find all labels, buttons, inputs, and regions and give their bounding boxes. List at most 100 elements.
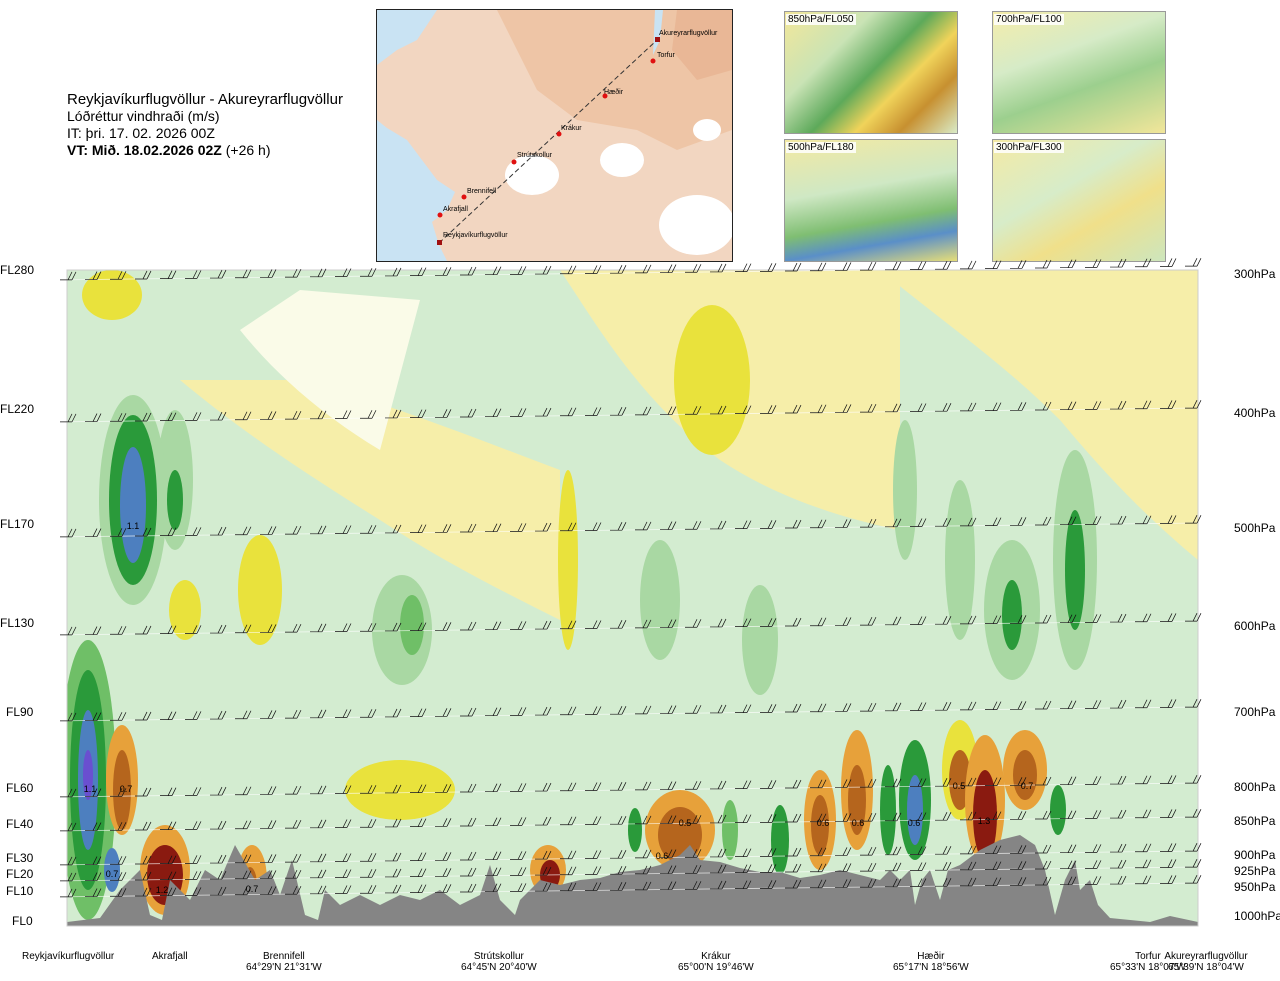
- wind-barb: [360, 853, 377, 862]
- wind-barb: [660, 619, 677, 628]
- wind-barb: [785, 262, 802, 272]
- wind-barb: [860, 846, 877, 856]
- wind-barb: [685, 619, 702, 628]
- x-location-name: Brennifell: [263, 951, 305, 962]
- wind-barb: [1035, 776, 1052, 786]
- wind-barb: [985, 811, 1002, 820]
- wind-barb: [460, 817, 477, 827]
- wind-barb: [1010, 260, 1027, 269]
- wind-barb: [860, 518, 877, 528]
- wind-barb: [1035, 401, 1052, 411]
- wind-barb: [685, 881, 702, 890]
- x-location-coord: 65°17'N 18°56'W: [893, 962, 969, 973]
- wind-barb: [585, 816, 602, 825]
- wind-barb: [1035, 614, 1052, 624]
- wind-barb: [735, 864, 752, 873]
- value-label: 0.6: [656, 851, 669, 861]
- wind-barb: [635, 619, 652, 629]
- wind-barb: [285, 709, 302, 719]
- chart-title: Reykjavíkurflugvöllur - Akureyrarflugvöl…: [67, 91, 343, 108]
- wind-barb: [285, 623, 302, 633]
- mini-panel-700-label: 700hPa/FL100: [994, 14, 1064, 25]
- wind-barb: [1010, 811, 1027, 820]
- value-label: 0.5: [679, 818, 692, 828]
- wind-barb: [1160, 400, 1177, 409]
- wind-barb: [235, 526, 252, 536]
- wind-barb: [1010, 402, 1027, 411]
- wind-barb: [1160, 515, 1177, 524]
- wind-barb: [1135, 699, 1152, 709]
- wind-barb: [410, 784, 427, 793]
- value-label: 0.7: [1021, 781, 1034, 791]
- wind-barb: [960, 811, 977, 821]
- wind-barb: [710, 618, 727, 628]
- wind-barb: [60, 888, 77, 898]
- map-waypoint-torfur: Torfur: [657, 52, 675, 59]
- wind-barb: [760, 848, 777, 857]
- wind-barb: [785, 404, 802, 414]
- wind-barb: [485, 851, 502, 861]
- wind-barb: [235, 886, 252, 896]
- wind-barb: [610, 882, 627, 891]
- wind-barb: [710, 405, 727, 415]
- value-label: 0.5: [953, 781, 966, 791]
- wind-barb: [635, 881, 652, 891]
- wind-barb: [185, 527, 202, 536]
- route-map-markers: [437, 37, 660, 245]
- wind-barb: [210, 854, 227, 864]
- wind-barb: [1160, 775, 1177, 784]
- y-label-left: FL220: [0, 402, 35, 416]
- wind-barb: [560, 850, 577, 860]
- wind-barb: [935, 778, 952, 787]
- wind-barb: [960, 701, 977, 711]
- y-label-right: 850hPa: [1234, 814, 1276, 828]
- wind-barb: [535, 782, 552, 792]
- wind-barb: [1135, 809, 1152, 819]
- wind-barb: [1035, 844, 1052, 854]
- wind-barb: [1135, 875, 1152, 885]
- wind-barb: [635, 406, 652, 416]
- wind-barb: [335, 869, 352, 878]
- wind-barb: [535, 850, 552, 860]
- wind-barb: [685, 406, 702, 415]
- wind-barb: [560, 816, 577, 826]
- wind-barb: [210, 269, 227, 279]
- wind-barb: [985, 845, 1002, 854]
- wind-barb: [860, 261, 877, 271]
- mini-panel-850-label: 850hPa/FL050: [786, 14, 856, 25]
- wind-barb: [335, 853, 352, 862]
- wind-barb: [460, 851, 477, 861]
- wind-barb: [760, 618, 777, 627]
- x-location-coord: 65°33'N 18°07'W: [1110, 962, 1186, 973]
- value-label: 1.2: [156, 885, 169, 895]
- map-waypoint-krakur: Krákur: [561, 125, 582, 132]
- map-waypoint-strutskollur: Strútskollur: [517, 152, 553, 159]
- wind-barb: [110, 856, 127, 865]
- wind-barb: [1135, 859, 1152, 869]
- wind-barb: [435, 622, 452, 631]
- wind-barb: [260, 411, 277, 420]
- wind-barb: [785, 813, 802, 823]
- wind-barb: [760, 520, 777, 529]
- wind-barb: [785, 617, 802, 627]
- wind-barb: [660, 264, 677, 273]
- wind-barb: [535, 816, 552, 826]
- x-location-name: Reykjavíkurflugvöllur: [22, 951, 115, 962]
- wind-barb: [1060, 401, 1077, 411]
- wind-barb: [935, 261, 952, 270]
- wind-barb: [310, 819, 327, 829]
- wind-barb: [235, 269, 252, 279]
- wind-barb: [60, 712, 77, 722]
- wind-barb: [160, 871, 177, 881]
- wind-barb: [960, 777, 977, 787]
- value-label: 0.7: [106, 869, 119, 879]
- wind-barb: [735, 704, 752, 713]
- wind-barb-rows: [49, 258, 1202, 898]
- wind-barb: [85, 872, 102, 881]
- wind-barb: [260, 870, 277, 879]
- wind-barb: [385, 708, 402, 718]
- wind-barb: [885, 812, 902, 822]
- wind-barb: [1085, 401, 1102, 410]
- wind-barb: [610, 866, 627, 875]
- wind-barb: [185, 412, 202, 421]
